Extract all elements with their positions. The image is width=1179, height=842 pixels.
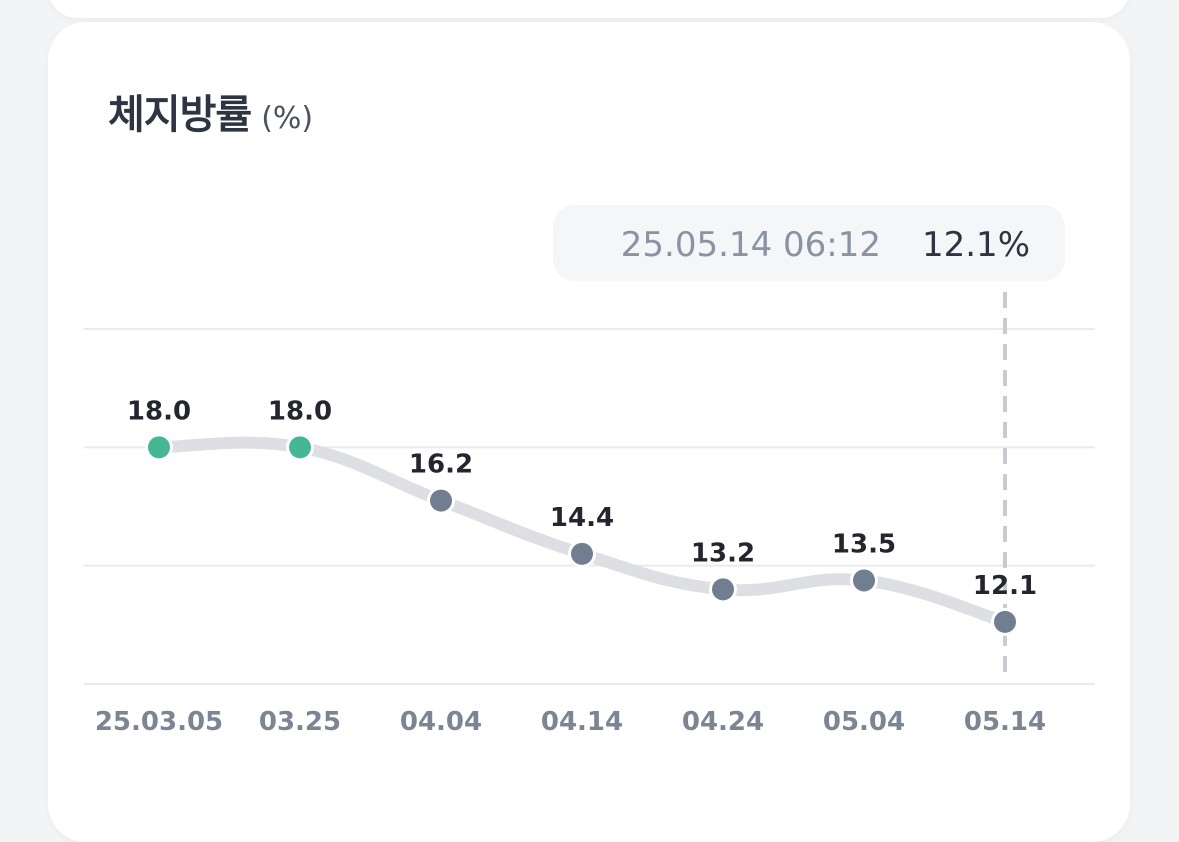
tooltip-value: 12.1% (922, 225, 1030, 265)
body-fat-card[interactable]: 체지방률 (%) (48, 22, 1130, 842)
data-point-1[interactable] (289, 436, 311, 459)
data-point-5[interactable] (853, 569, 875, 592)
data-label-0: 18.0 (127, 396, 191, 426)
tooltip-datetime: 25.05.14 06:12 (621, 225, 881, 265)
data-point-4[interactable] (712, 578, 734, 601)
card-unit: (%) (261, 101, 314, 136)
data-point-3[interactable] (571, 542, 593, 565)
data-label-3: 14.4 (550, 503, 614, 533)
data-point-0[interactable] (148, 436, 170, 459)
data-point-2[interactable] (430, 489, 452, 512)
x-tick-5: 05.04 (823, 707, 905, 737)
data-label-5: 13.5 (832, 529, 896, 559)
x-tick-1: 03.25 (259, 707, 341, 737)
data-label-1: 18.0 (268, 396, 332, 426)
data-points (145, 433, 1019, 636)
x-tick-6: 05.14 (964, 707, 1046, 737)
card-header: 체지방률 (%) (108, 82, 313, 140)
card-title: 체지방률 (108, 92, 252, 138)
x-tick-3: 04.14 (541, 707, 623, 737)
previous-card (48, 0, 1130, 18)
data-labels: 18.0 18.0 16.2 14.4 13.2 13.5 12.1 (127, 396, 1037, 601)
data-label-6: 12.1 (973, 571, 1037, 601)
x-tick-4: 04.24 (682, 707, 764, 737)
data-point-6[interactable] (994, 610, 1016, 633)
x-tick-0: 25.03.05 (95, 707, 223, 737)
data-label-2: 16.2 (409, 450, 473, 480)
x-tick-2: 04.04 (400, 707, 482, 737)
tooltip-box (553, 205, 1065, 281)
x-axis-ticks: 25.03.05 03.25 04.04 04.14 04.24 05.04 05.14 (95, 707, 1046, 737)
data-label-4: 13.2 (691, 538, 755, 568)
tooltip: 25.05.14 06:12 12.1% (553, 205, 1065, 281)
